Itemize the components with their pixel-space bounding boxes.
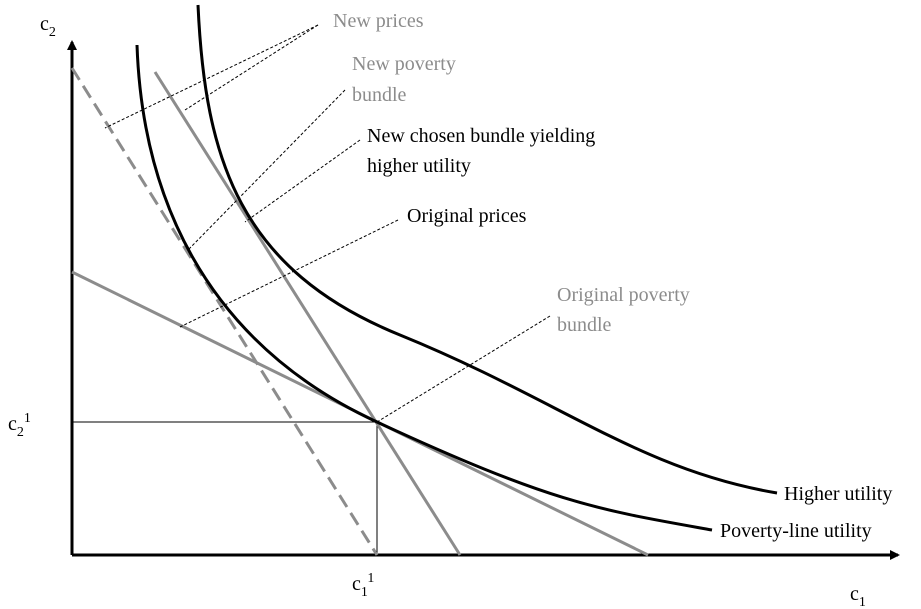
x-tick-label: c11: [352, 571, 374, 600]
new-prices-dashed-line: [70, 67, 379, 556]
annotation: New prices: [333, 10, 424, 32]
annotation: New chosen bundle yielding: [367, 125, 595, 147]
leader-line: [104, 24, 319, 129]
leader-line: [244, 139, 361, 223]
poverty-line-utility-curve: [135, 44, 713, 532]
y-axis-label: c2: [40, 13, 56, 40]
higher-utility-curve: [196, 4, 778, 495]
curve-label: Higher utility: [784, 483, 892, 505]
leader-line: [376, 315, 551, 423]
y-tick-label: c21: [8, 411, 31, 440]
annotation: higher utility: [367, 155, 471, 177]
annotation: New poverty: [352, 53, 456, 75]
annotation: bundle: [352, 84, 407, 106]
curve-label: Poverty-line utility: [720, 520, 872, 542]
annotation: bundle: [557, 314, 612, 336]
leader-line: [187, 89, 346, 251]
leader-line: [179, 219, 399, 328]
new-prices-line: [153, 71, 462, 556]
x-axis-label: c1: [850, 583, 866, 609]
annotation: Original prices: [407, 205, 527, 227]
leader-line: [184, 24, 319, 111]
annotation: Original poverty: [557, 284, 690, 306]
